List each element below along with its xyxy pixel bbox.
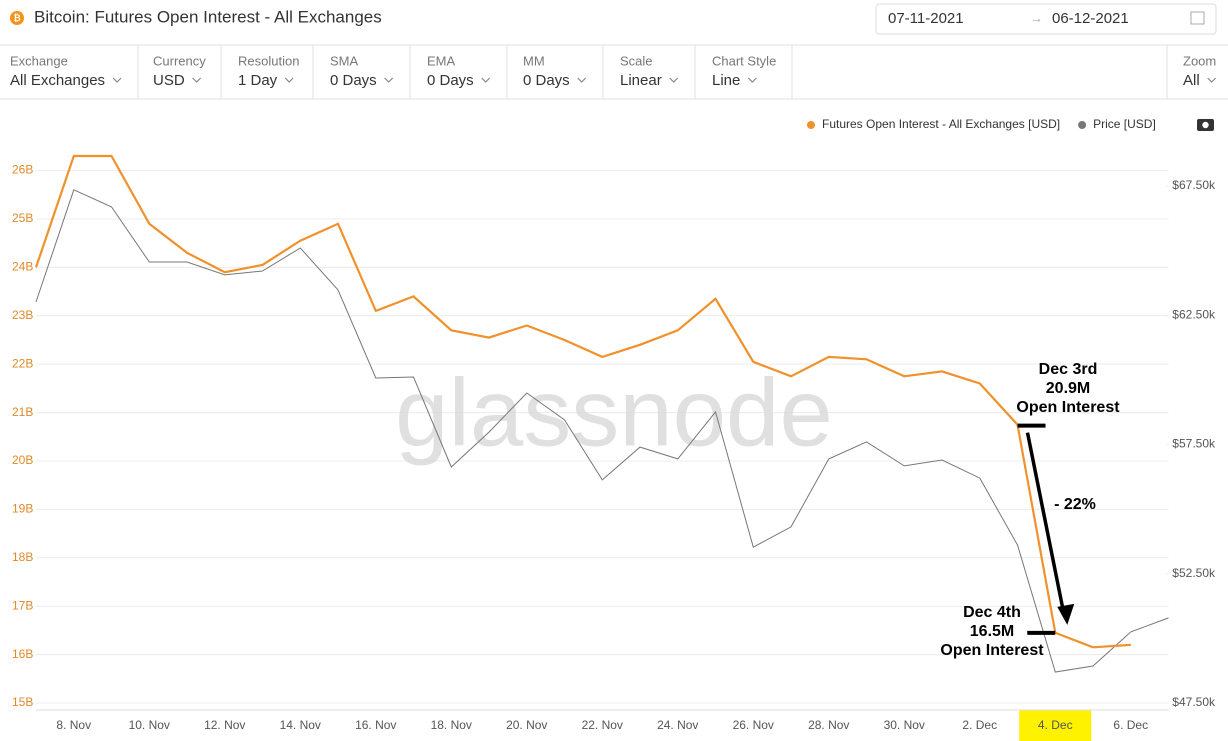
x-tick-label: 22. Nov [582, 718, 623, 732]
y-tick-label: 24B [12, 260, 33, 274]
dropdown-chevron[interactable] [577, 77, 587, 83]
x-tick-label: 30. Nov [884, 718, 925, 732]
chart: 15B 16B 17B 18B 19B 20B 21B 22B 23B 24B 25B 26B $47.… [12, 117, 1216, 741]
control-value[interactable]: 1 Day [238, 72, 278, 89]
date-from[interactable]: 07-11-2021 [888, 10, 964, 27]
legend-marker [1078, 121, 1087, 129]
x-tick-label: 26. Nov [733, 718, 774, 732]
x-tick-label: 10. Nov [129, 718, 170, 732]
y-tick-label: 21B [12, 405, 33, 419]
control-value[interactable]: All [1183, 72, 1200, 89]
annotation-text: Dec 4th [963, 604, 1021, 621]
control-value[interactable]: 0 Days [427, 72, 474, 89]
dropdown-chevron[interactable] [481, 77, 491, 83]
annotation-arrow [1025, 432, 1065, 612]
y-tick-label: 16B [12, 647, 33, 661]
calendar-icon[interactable] [1190, 11, 1205, 25]
x-tick-label: 14. Nov [280, 718, 321, 732]
y2-tick-label: $57.50k [1172, 437, 1216, 451]
dropdown-chevron[interactable] [747, 77, 757, 83]
y2-tick-label: $52.50k [1172, 566, 1216, 580]
y-tick-label: 17B [12, 598, 33, 612]
y-tick-label: 15B [12, 695, 33, 709]
control-value[interactable]: USD [153, 72, 185, 89]
control-value[interactable]: Line [712, 72, 740, 89]
dropdown-chevron[interactable] [112, 77, 122, 83]
watermark: glassnode [395, 359, 833, 466]
dropdown-chevron[interactable] [192, 77, 202, 83]
annotation-text: Dec 3rd [1039, 361, 1098, 378]
annotation-text: 16.5M [970, 623, 1014, 640]
x-tick-label: 2. Dec [962, 718, 997, 732]
legend-label[interactable]: Futures Open Interest - All Exchanges [U… [822, 117, 1060, 131]
dropdown-chevron[interactable] [384, 77, 394, 83]
legend-label[interactable]: Price [USD] [1093, 117, 1156, 131]
controls: Exchange All Exchanges Currency USD Resoluti… [10, 45, 1216, 99]
x-tick-label: 16. Nov [355, 718, 396, 732]
control-label[interactable]: Exchange [10, 53, 68, 68]
dropdown-chevron[interactable] [1207, 77, 1217, 83]
control-label[interactable]: Currency [153, 53, 206, 68]
btc-icon-glyph: ₿ [13, 13, 20, 23]
btc-icon [10, 11, 24, 25]
dropdown-chevron[interactable] [669, 77, 679, 83]
annotation-text: - 22% [1054, 496, 1096, 513]
control-label[interactable]: MM [523, 53, 545, 68]
control-label[interactable]: Resolution [238, 53, 299, 68]
control-label[interactable]: EMA [427, 53, 456, 68]
y-tick-label: 20B [12, 453, 33, 467]
x-tick-label: 4. Dec [1038, 718, 1073, 732]
x-tick-label: 20. Nov [506, 718, 547, 732]
series-line [35, 189, 1169, 673]
y2-tick-label: $47.50k [1172, 695, 1216, 709]
control-label[interactable]: Scale [620, 53, 653, 68]
x-tick-label: 8. Nov [56, 718, 91, 732]
date-to[interactable]: 06-12-2021 [1052, 10, 1129, 27]
y-tick-label: 26B [12, 163, 33, 177]
x-tick-label: 28. Nov [808, 718, 849, 732]
page-title: Bitcoin: Futures Open Interest - All Exc… [34, 7, 382, 26]
camera-lens [1202, 121, 1209, 129]
annotation-text: 20.9M [1046, 380, 1090, 397]
control-value[interactable]: 0 Days [330, 72, 377, 89]
control-value[interactable]: All Exchanges [10, 72, 105, 89]
y-tick-label: 22B [12, 356, 33, 370]
y-tick-label: 23B [12, 308, 33, 322]
series-line [34, 154, 1131, 649]
date-range[interactable] [875, 3, 1217, 35]
y2-tick-label: $62.50k [1172, 307, 1216, 321]
control-label[interactable]: Zoom [1183, 53, 1216, 68]
y-tick-label: 19B [12, 502, 33, 516]
x-tick-label: 6. Dec [1113, 718, 1148, 732]
y-tick-label: 18B [12, 550, 33, 564]
control-label[interactable]: Chart Style [712, 53, 776, 68]
x-tick-label: 24. Nov [657, 718, 698, 732]
x-tick-label: 12. Nov [204, 718, 245, 732]
x-tick-label: 18. Nov [431, 718, 472, 732]
category-highlight [1019, 710, 1092, 741]
date-arrow: → [1030, 10, 1043, 25]
control-value[interactable]: Linear [620, 72, 662, 89]
annotation-text: Open Interest [940, 642, 1044, 659]
y2-tick-label: $67.50k [1172, 178, 1216, 192]
control-label[interactable]: SMA [330, 53, 359, 68]
dropdown-chevron[interactable] [284, 77, 294, 83]
legend-marker [807, 121, 815, 129]
y-tick-label: 25B [12, 211, 33, 225]
annotation-arrowhead [1057, 603, 1075, 625]
annotation-text: Open Interest [1016, 399, 1120, 416]
control-value[interactable]: 0 Days [523, 72, 570, 89]
